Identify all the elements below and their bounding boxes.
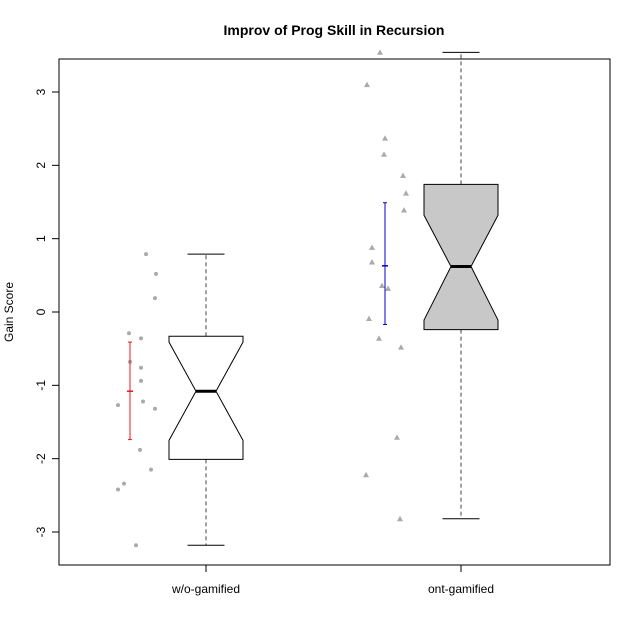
data-point <box>381 151 387 157</box>
data-point <box>138 447 142 452</box>
data-point <box>382 135 388 141</box>
data-point <box>401 207 407 213</box>
data-point <box>122 481 126 486</box>
data-point <box>149 467 153 472</box>
series-1 <box>116 252 244 548</box>
chart-title: Improv of Prog Skill in Recursion <box>224 22 445 38</box>
data-point <box>366 315 372 321</box>
data-point <box>127 331 131 336</box>
plot-frame <box>58 58 611 566</box>
y-tick-label: -2 <box>34 453 48 464</box>
box <box>423 183 499 331</box>
data-point <box>154 271 158 276</box>
series-2 <box>363 49 499 522</box>
box <box>168 335 244 460</box>
y-tick-label: -1 <box>34 380 48 391</box>
y-axis-label: Gain Score <box>2 282 16 342</box>
x-tick-label: w/o-gamified <box>171 582 240 596</box>
data-point <box>385 285 391 291</box>
data-point <box>116 403 120 408</box>
x-tick-label: ont-gamified <box>428 582 494 596</box>
y-tick-label: -3 <box>34 526 48 537</box>
data-point <box>398 344 404 350</box>
y-tick-label: 3 <box>34 88 48 95</box>
data-point <box>376 335 382 341</box>
data-point <box>363 471 369 478</box>
data-point <box>116 487 120 492</box>
data-point <box>144 252 148 257</box>
y-axis: -3 -2 -1 0 1 2 3 <box>34 88 60 537</box>
data-point <box>394 434 400 440</box>
data-point <box>139 378 143 383</box>
plot-area <box>116 49 499 548</box>
data-point <box>369 244 375 250</box>
y-tick-label: 2 <box>34 162 48 169</box>
data-point <box>139 336 143 341</box>
data-point <box>139 365 143 370</box>
data-point <box>379 282 385 288</box>
data-point <box>134 543 138 548</box>
y-tick-label: 1 <box>34 235 48 242</box>
data-point <box>369 259 375 265</box>
y-tick-label: 0 <box>34 308 48 315</box>
data-point <box>403 190 409 196</box>
data-point <box>364 81 370 88</box>
x-axis: w/o-gamified ont-gamified <box>171 564 494 596</box>
data-point <box>397 515 403 522</box>
data-point <box>400 172 406 178</box>
data-point <box>377 49 383 55</box>
data-point <box>153 406 157 411</box>
data-point <box>153 296 157 301</box>
data-point <box>141 399 145 404</box>
